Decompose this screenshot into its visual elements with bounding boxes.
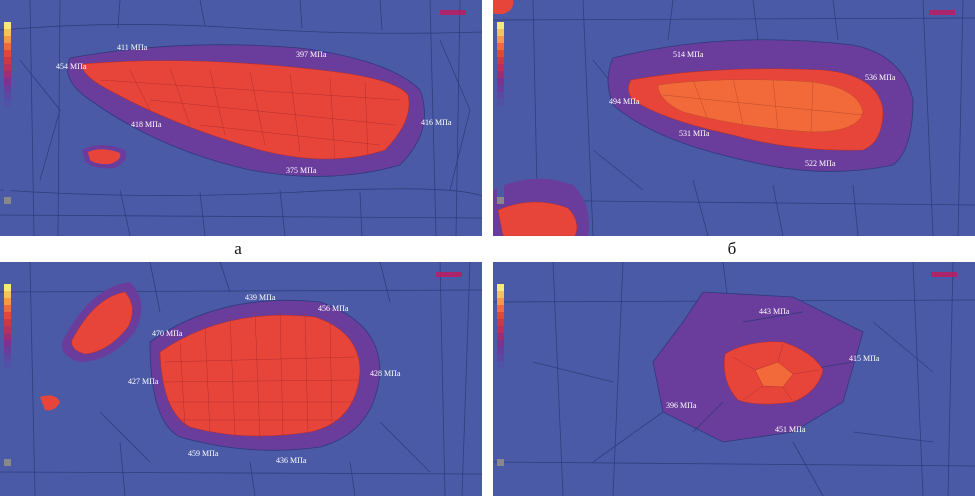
stress-label: 396 МПа [666, 401, 697, 410]
brand-logo [440, 10, 466, 15]
brand-logo [929, 10, 955, 15]
stress-label: 459 МПа [188, 449, 219, 458]
stress-label: 443 МПа [759, 307, 790, 316]
stress-label: 416 МПа [421, 118, 452, 127]
color-legend [497, 284, 504, 466]
stress-label: 454 МПа [56, 62, 87, 71]
stress-panel-a: 454 МПа 411 МПа 397 МПа 418 МПа 416 МПа … [0, 0, 482, 236]
stress-label: 451 МПа [775, 425, 806, 434]
stress-label: 418 МПа [131, 120, 162, 129]
stress-label: 514 МПа [673, 50, 704, 59]
brand-logo [931, 272, 957, 277]
stress-contour-plot-b [493, 0, 975, 236]
caption-a: а [234, 239, 242, 258]
stress-label: 470 МПа [152, 329, 183, 338]
stress-label: 494 МПа [609, 97, 640, 106]
stress-contour-plot-d [493, 262, 975, 496]
stress-label: 428 МПа [370, 369, 401, 378]
stress-label: 536 МПа [865, 73, 896, 82]
stress-label: 415 МПа [849, 354, 880, 363]
stress-label: 522 МПа [805, 159, 836, 168]
stress-label: 531 МПа [679, 129, 710, 138]
stress-label: 411 МПа [117, 43, 148, 52]
stress-label: 439 МПа [245, 293, 276, 302]
stress-label: 427 МПа [128, 377, 159, 386]
stress-panel-c: 439 МПа 456 МПа 470 МПа 428 МПа 427 МПа … [0, 262, 482, 496]
brand-logo [436, 272, 462, 277]
stress-label: 456 МПа [318, 304, 349, 313]
stress-contour-plot-a [0, 0, 482, 236]
stress-label: 397 МПа [296, 50, 327, 59]
stress-panel-b: 514 МПа 536 МПа 494 МПа 531 МПа 522 МПа [493, 0, 975, 236]
color-legend [4, 22, 11, 204]
color-legend [497, 22, 504, 204]
stress-panel-d: 443 МПа 415 МПа 396 МПа 451 МПа [493, 262, 975, 496]
stress-label: 436 МПа [276, 456, 307, 465]
color-legend [4, 284, 11, 466]
stress-contour-plot-c [0, 262, 482, 496]
caption-b: б [727, 239, 737, 258]
stress-label: 375 МПа [286, 166, 317, 175]
